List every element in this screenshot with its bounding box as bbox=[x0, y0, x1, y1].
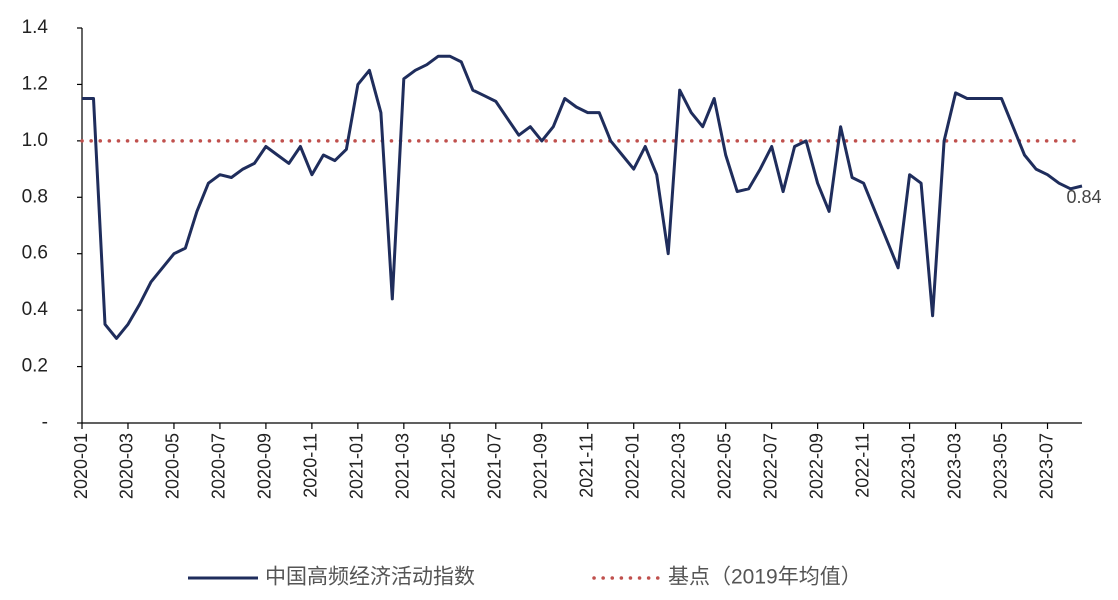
y-tick-label: - bbox=[42, 412, 48, 433]
y-tick-label: 1.0 bbox=[22, 130, 48, 151]
x-tick-label: 2021-03 bbox=[393, 433, 413, 499]
x-tick-label: 2020-03 bbox=[117, 433, 137, 499]
x-tick-label: 2021-01 bbox=[347, 433, 367, 499]
x-tick-label: 2020-09 bbox=[255, 433, 275, 499]
x-tick-label: 2021-09 bbox=[531, 433, 551, 499]
y-tick-label: 0.2 bbox=[22, 356, 48, 377]
x-tick-label: 2021-11 bbox=[576, 433, 596, 498]
x-tick-label: 2021-07 bbox=[485, 433, 505, 499]
x-tick-label: 2020-07 bbox=[209, 433, 229, 499]
x-tick-label: 2022-05 bbox=[714, 433, 734, 499]
x-tick-label: 2022-01 bbox=[622, 433, 642, 499]
x-tick-label: 2023-03 bbox=[944, 433, 964, 499]
x-tick-label: 2022-09 bbox=[806, 433, 826, 499]
legend-label: 中国高频经济活动指数 bbox=[265, 566, 475, 589]
x-tick-label: 2020-11 bbox=[301, 433, 321, 498]
y-tick-label: 0.4 bbox=[22, 299, 49, 320]
y-tick-label: 1.2 bbox=[22, 73, 48, 94]
x-tick-label: 2022-03 bbox=[668, 433, 688, 499]
y-tick-label: 0.8 bbox=[22, 186, 48, 207]
legend-label: 基点（2019年均值） bbox=[668, 566, 862, 589]
x-tick-label: 2022-07 bbox=[760, 433, 780, 499]
x-tick-label: 2023-01 bbox=[898, 433, 918, 499]
x-tick-label: 2023-05 bbox=[990, 433, 1010, 499]
last-value-label: 0.84 bbox=[1066, 187, 1101, 207]
y-tick-label: 0.6 bbox=[22, 243, 48, 264]
x-tick-label: 2021-05 bbox=[439, 433, 459, 499]
x-tick-label: 2022-11 bbox=[852, 433, 872, 498]
y-tick-label: 1.4 bbox=[22, 17, 49, 38]
x-tick-label: 2020-05 bbox=[163, 433, 183, 499]
x-tick-label: 2023-07 bbox=[1036, 433, 1056, 499]
series-line bbox=[82, 54, 1083, 340]
x-tick-label: 2020-01 bbox=[71, 433, 91, 499]
